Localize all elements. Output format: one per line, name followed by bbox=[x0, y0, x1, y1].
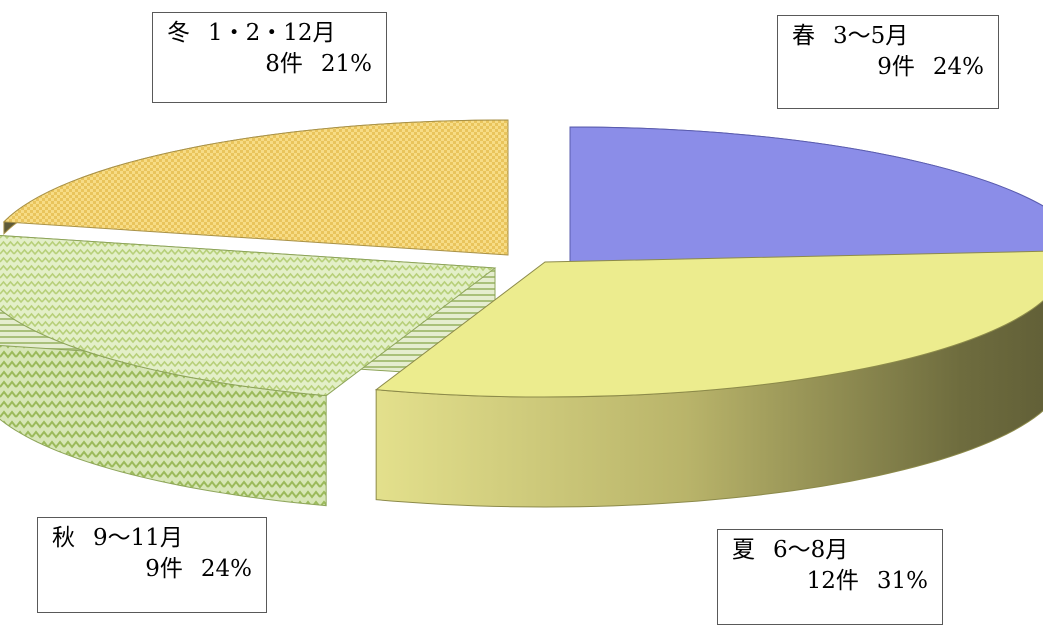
months-summer: 6〜8月 bbox=[773, 537, 849, 563]
slice-top-spring bbox=[569, 126, 1043, 263]
season-name-spring: 春 bbox=[792, 23, 815, 49]
season-name-summer: 夏 bbox=[732, 537, 755, 563]
count-summer: 12件 bbox=[806, 568, 859, 594]
season-name-winter: 冬 bbox=[167, 20, 190, 46]
season-name-autumn: 秋 bbox=[52, 525, 75, 551]
count-spring: 9件 bbox=[877, 54, 915, 80]
count-winter: 8件 bbox=[265, 51, 303, 77]
count-autumn: 9件 bbox=[145, 556, 183, 582]
pie-slice-summer bbox=[374, 250, 1043, 508]
percent-winter: 21% bbox=[320, 51, 372, 77]
label-autumn: 秋 9〜11月 9件 24% bbox=[37, 517, 267, 613]
label-spring: 春 3〜5月 9件 24% bbox=[777, 15, 999, 109]
pie-slice-spring bbox=[569, 126, 1043, 263]
percent-autumn: 24% bbox=[200, 556, 252, 582]
months-winter: 1・2・12月 bbox=[208, 20, 336, 46]
percent-summer: 31% bbox=[876, 568, 928, 594]
label-summer: 夏 6〜8月 12件 31% bbox=[717, 529, 943, 625]
slice-top-autumn bbox=[0, 234, 497, 397]
slice-top-winter bbox=[2, 119, 509, 256]
percent-spring: 24% bbox=[932, 54, 984, 80]
months-spring: 3〜5月 bbox=[833, 23, 909, 49]
label-winter: 冬 1・2・12月 8件 21% bbox=[152, 12, 387, 103]
pie-slice-autumn bbox=[0, 234, 497, 507]
pie-slice-winter bbox=[2, 119, 509, 256]
slice-top-summer bbox=[374, 250, 1043, 398]
months-autumn: 9〜11月 bbox=[93, 525, 183, 551]
